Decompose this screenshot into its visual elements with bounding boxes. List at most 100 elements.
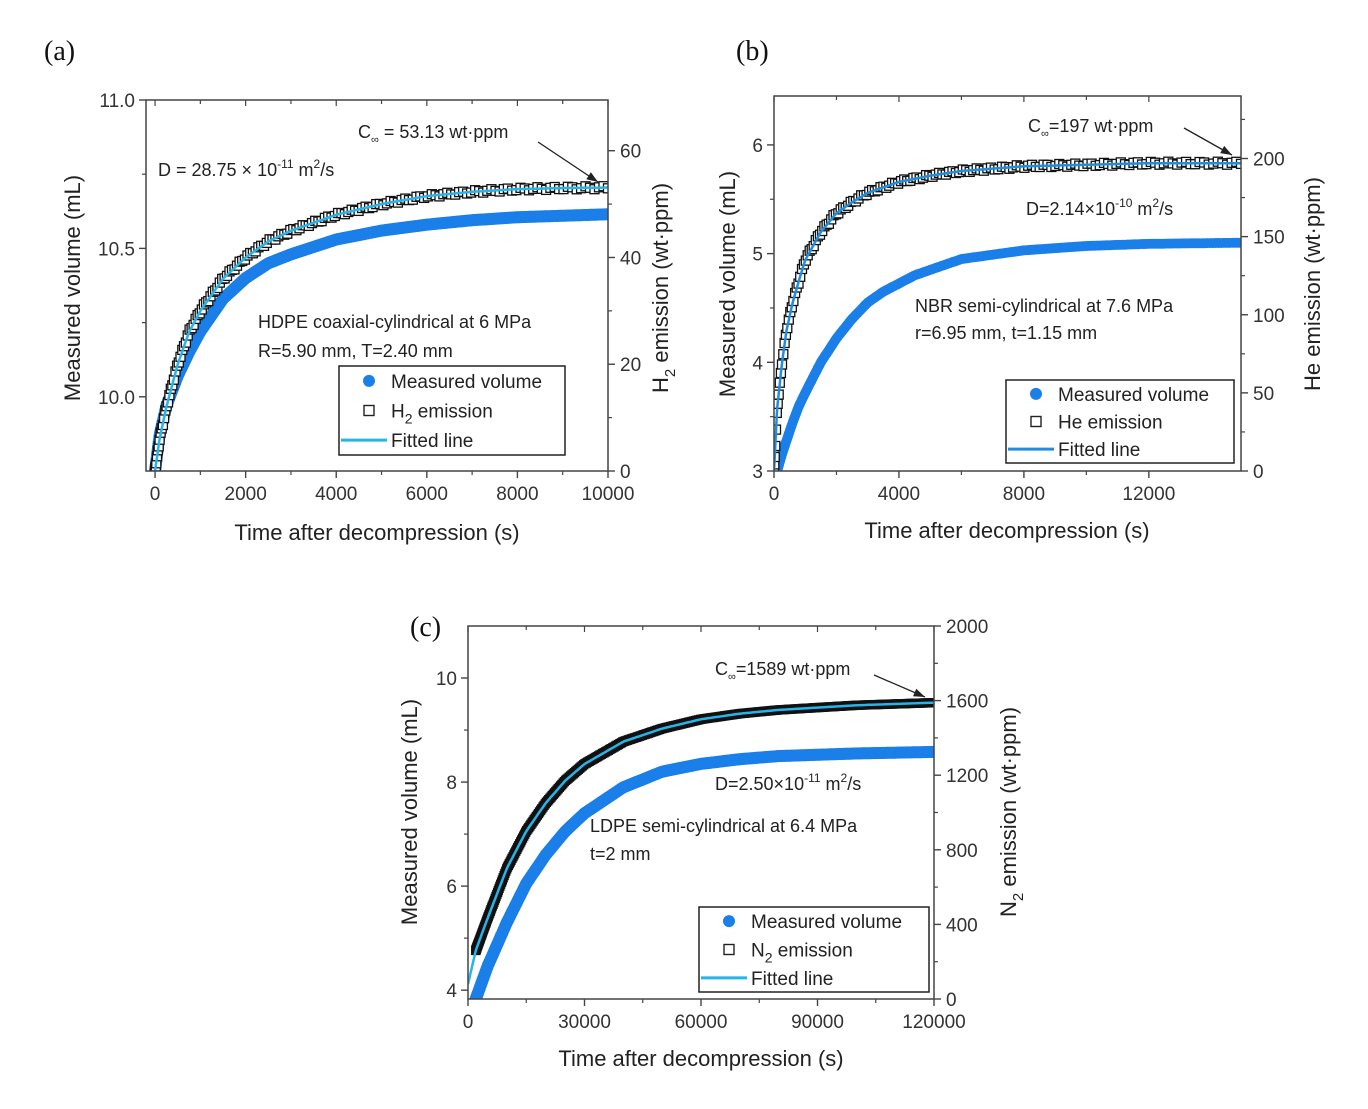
y2-axis-title-main: N: [996, 901, 1021, 917]
y2-tick-label: 800: [946, 841, 978, 862]
panel-label: (b): [736, 36, 769, 67]
diffusivity-unit: m: [1132, 199, 1152, 219]
plot-area: [774, 156, 1241, 471]
legend-label: Fitted line: [751, 969, 833, 990]
legend-marker-square-icon: [1030, 415, 1042, 428]
legend: Measured volume He emission Fitted line: [1005, 379, 1235, 464]
chart-panel-a: (a) 0 2000 4000 6000 8000 10000 10.0 10.5 11.0 0 2…: [44, 36, 679, 545]
y-tick-label: 4: [446, 981, 457, 1002]
c-infinity-sub: ∞: [728, 671, 736, 683]
y2-axis-title-main: H: [648, 377, 673, 393]
legend-label-text: Measured volume: [391, 372, 542, 393]
y-tick-label: 3: [752, 462, 763, 483]
diffusivity-unit-rest: /s: [1159, 199, 1173, 219]
y2-tick-label: 150: [1253, 228, 1285, 249]
diffusivity-unit-exponent: 2: [841, 771, 848, 785]
legend-marker-circle-icon: [363, 374, 375, 387]
y2-axis-title: N2 emission (wt·ppm): [996, 707, 1027, 917]
x-tick-label: 8000: [496, 484, 538, 505]
y2-tick-label: 0: [946, 990, 957, 1011]
y2-axis-title: H2 emission (wt·ppm): [648, 183, 679, 393]
series-measured-volume: [469, 745, 934, 999]
y-tick-label: 6: [446, 877, 457, 898]
c-infinity-value: =1589 wt·ppm: [736, 659, 851, 679]
diffusivity-prefix: D=2.14×10: [1026, 199, 1115, 219]
y2-axis-title-sub: 2: [662, 369, 679, 377]
y2-axis-title-main: He emission (wt·ppm): [1300, 177, 1325, 391]
c-infinity-prefix: C: [1028, 116, 1041, 136]
y-tick-label: 6: [752, 136, 763, 157]
y-tick-label: 4: [752, 353, 763, 374]
y2-axis-title: He emission (wt·ppm): [1300, 177, 1325, 391]
fitted-line: [774, 161, 1241, 471]
x-tick-label: 90000: [791, 1012, 844, 1033]
fitted-line: [468, 701, 934, 985]
c-infinity-value: = 53.13 wt·ppm: [379, 122, 509, 142]
y2-tick-label: 1200: [946, 766, 988, 787]
y-axis-title: Measured volume (mL): [715, 171, 740, 397]
y-tick-label: 5: [752, 245, 763, 266]
c-infinity-prefix: C: [715, 659, 728, 679]
y-axis-title: Measured volume (mL): [397, 699, 422, 925]
legend-label-text: Measured volume: [751, 912, 902, 933]
diffusivity-unit-rest: /s: [847, 774, 861, 794]
x-tick-label: 4000: [315, 484, 357, 505]
legend-label-sub: 2: [765, 950, 773, 966]
x-tick-label: 10000: [582, 484, 635, 505]
y2-tick-label: 50: [1253, 384, 1274, 405]
legend-label: Measured volume: [1058, 385, 1209, 406]
x-tick-label: 0: [769, 484, 780, 505]
panel-label: (a): [44, 36, 75, 67]
legend-marker-square-icon: [723, 943, 735, 956]
legend-label-sub: 2: [405, 411, 413, 427]
y-tick-label: 11.0: [99, 91, 135, 112]
measured-volume-point: [928, 745, 934, 758]
legend: Measured volume H2 emission Fitted line: [338, 365, 566, 456]
diffusivity-annotation: D=2.50×10-11 m2/s: [715, 771, 861, 794]
c-infinity-sub: ∞: [1041, 128, 1049, 140]
legend-marker-circle-icon: [723, 915, 735, 928]
legend-label: He emission: [1058, 413, 1163, 434]
y2-tick-label: 2000: [946, 617, 988, 638]
diffusivity-unit-exponent: 2: [1152, 196, 1159, 210]
x-axis-title: Time after decompression (s): [558, 1046, 843, 1071]
y-tick-label: 10: [436, 669, 457, 690]
diffusivity-exponent: -11: [804, 771, 821, 785]
diffusivity-unit: m: [821, 774, 841, 794]
diffusivity-annotation: D=2.14×10-10 m2/s: [1026, 196, 1173, 219]
c-infinity-value: =197 wt·ppm: [1049, 116, 1154, 136]
legend-label-text: Fitted line: [391, 431, 473, 452]
diffusivity-unit-rest: /s: [320, 160, 334, 180]
diffusivity-unit: m: [294, 160, 314, 180]
fitted-line: [153, 186, 608, 471]
x-tick-label: 120000: [902, 1012, 965, 1033]
legend-label: Fitted line: [391, 431, 473, 452]
series-measured-volume: [774, 237, 1241, 471]
c-infinity-annotation: C∞ = 53.13 wt·ppm: [358, 122, 508, 146]
x-tick-label: 0: [150, 484, 161, 505]
x-tick-label: 0: [463, 1012, 474, 1033]
legend-label-text: Measured volume: [1058, 385, 1209, 406]
plot-frame: [145, 99, 609, 472]
legend-label: Measured volume: [751, 912, 902, 933]
y2-tick-label: 200: [1253, 150, 1285, 171]
diffusivity-prefix: D=2.50×10: [715, 774, 804, 794]
legend-label-main: H: [391, 402, 405, 423]
material-annotation: LDPE semi-cylindrical at 6.4 MPa: [590, 816, 858, 836]
diffusivity-exponent: -10: [1115, 196, 1133, 210]
panel-label: (c): [410, 612, 441, 643]
y-tick-label: 10.0: [98, 388, 135, 409]
y2-tick-label: 40: [620, 248, 641, 269]
legend-label: Measured volume: [391, 372, 542, 393]
c-infinity-annotation: C∞=197 wt·ppm: [1028, 116, 1153, 140]
x-tick-label: 6000: [406, 484, 448, 505]
dimensions-annotation: r=6.95 mm, t=1.15 mm: [915, 323, 1097, 343]
x-tick-label: 8000: [1003, 484, 1045, 505]
legend-label-text: Fitted line: [751, 969, 833, 990]
y2-tick-label: 0: [1253, 462, 1264, 483]
x-tick-label: 12000: [1122, 484, 1175, 505]
legend-label-rest: emission: [413, 402, 493, 423]
diffusivity-exponent: -11: [277, 157, 294, 171]
material-annotation: HDPE coaxial-cylindrical at 6 MPa: [258, 312, 532, 332]
